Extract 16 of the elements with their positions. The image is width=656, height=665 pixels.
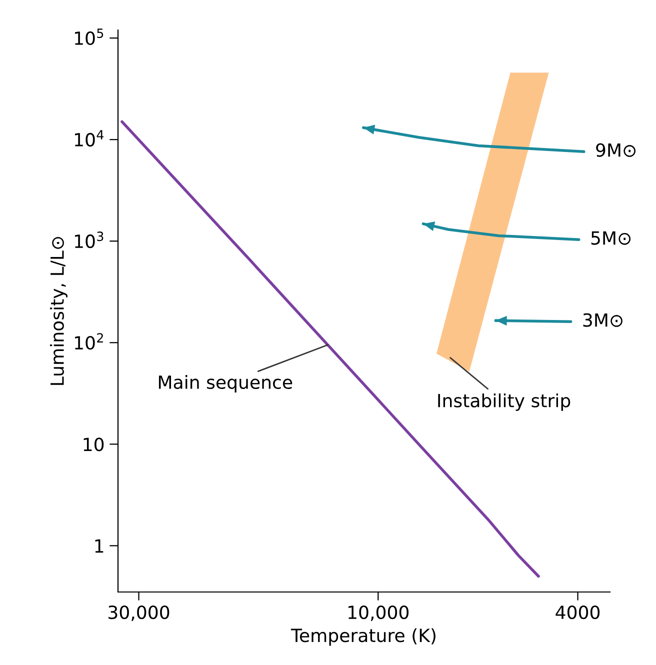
y-tick-label: 10$^{2}$ [75,333,103,350]
y-axis-title: Luminosity, L/L⊙ [50,237,68,385]
x-tick-label: 4000 [556,606,600,620]
y-tick-label: 1 [95,539,104,553]
y-tick-label: 10$^{4}$ [75,130,104,147]
annotation: 3M⊙ [583,313,622,327]
y-tick-label: 10$^{5}$ [75,28,104,46]
x-axis-title: Temperature (K) [290,628,436,646]
annotation: Instability strip [438,393,570,411]
annotation: Main sequence [158,375,292,393]
y-tick-label: 10 [84,438,104,452]
annotation: 5M⊙ [591,231,631,245]
x-tick-label: 10,000 [348,606,409,622]
x-tick-label: 30,000 [108,606,170,622]
y-tick-label: 10$^{3}$ [75,232,104,248]
annotation: 9M⊙ [596,143,636,157]
